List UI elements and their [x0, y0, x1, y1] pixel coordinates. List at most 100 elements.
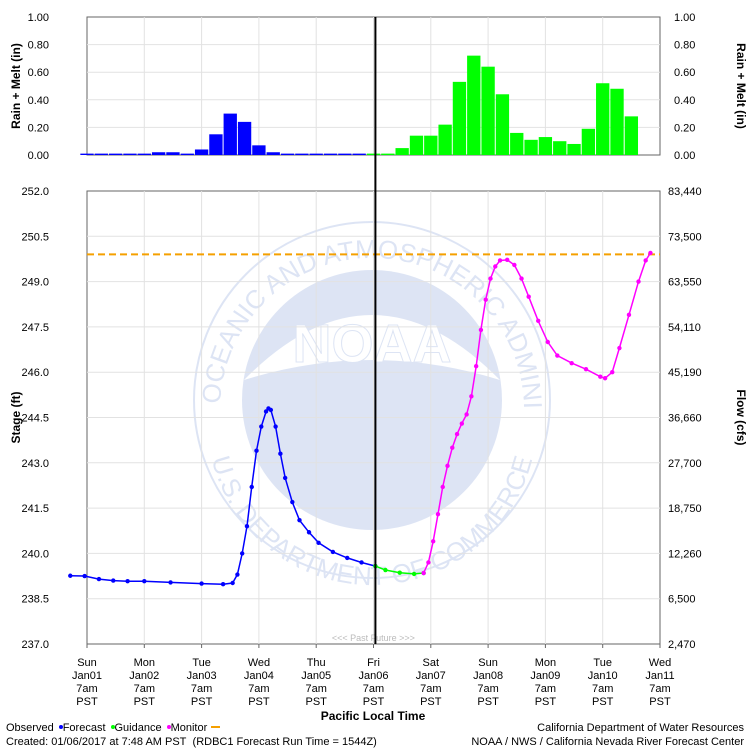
- hydro-ytick-left: 246.0: [21, 367, 49, 379]
- past-future-label: <<< Past Future >>>: [332, 633, 415, 643]
- hydro-ytick-right: 12,260: [668, 548, 702, 560]
- precip-ytick-right: 0.20: [674, 122, 695, 134]
- precip-ytick-right: 0.40: [674, 95, 695, 107]
- hydro-ytick-right: 27,700: [668, 458, 702, 470]
- hydro-ytick-left: 250.5: [21, 231, 49, 243]
- hydro-ytick-left: 252.0: [21, 186, 49, 198]
- precip-ylabel-right: Rain + Melt (in): [734, 43, 748, 129]
- precip-bar-observed: [180, 153, 194, 155]
- precip-bar-forecast: [610, 88, 624, 155]
- hydro-point-monitor: [473, 363, 479, 369]
- hydro-xtick-tz: PST: [248, 696, 270, 708]
- hydro-xtick-time: 7am: [592, 683, 613, 695]
- hydro-point-observed: [330, 549, 336, 555]
- precip-bar-observed: [123, 153, 137, 155]
- hydro-point-observed: [244, 524, 250, 529]
- hydro-point-monitor: [648, 250, 653, 256]
- precip-bar-observed: [309, 153, 323, 155]
- hydro-point-monitor: [626, 312, 632, 318]
- hydro-xtick-time: 7am: [477, 683, 498, 695]
- precip-bar-forecast: [596, 83, 610, 155]
- hydro-point-monitor: [617, 345, 622, 351]
- hydro-point-monitor: [459, 421, 465, 426]
- hydro-ytick-left: 240.0: [21, 548, 49, 560]
- hydro-ytick-left: 237.0: [21, 639, 49, 651]
- hydro-point-observed: [111, 578, 116, 583]
- hydro-point-monitor: [602, 376, 608, 381]
- precip-bar-observed: [295, 153, 309, 155]
- precip-bar-observed: [94, 153, 108, 155]
- hydro-point-observed: [345, 555, 350, 561]
- hydro-xtick-tz: PST: [191, 696, 213, 708]
- hydro-point-monitor: [454, 431, 460, 437]
- precip-ytick-left: 0.60: [28, 67, 49, 79]
- hydro-xtick-time: 7am: [649, 683, 670, 695]
- hydro-point-observed: [263, 409, 269, 414]
- hydro-ylabel-left: Stage (ft): [9, 392, 23, 444]
- hydro-xtick-date: Jan01: [72, 670, 102, 682]
- hydro-point-guidance: [397, 570, 402, 575]
- hydro-point-monitor: [512, 262, 517, 268]
- hydro-xtick-time: 7am: [134, 683, 155, 695]
- hydro-point-monitor: [598, 374, 603, 379]
- hydro-point-observed: [278, 451, 283, 456]
- watermark-logo-text: NOAA: [293, 314, 452, 374]
- agency-line-2: NOAA / NWS / California Nevada River For…: [471, 736, 744, 748]
- precip-ylabel-left: Rain + Melt (in): [9, 43, 23, 129]
- legend-monitor-swatch: [211, 725, 221, 728]
- precip-bar-observed: [352, 153, 366, 155]
- hydro-xtick-day: Sun: [77, 657, 97, 669]
- hydro-point-monitor: [469, 394, 474, 399]
- hydro-point-monitor: [536, 318, 541, 324]
- hydro-xtick-time: 7am: [535, 683, 556, 695]
- hydro-point-observed: [68, 573, 73, 578]
- hydro-point-monitor: [445, 463, 450, 469]
- hydro-xtick-date: Jan08: [473, 670, 503, 682]
- hydro-point-monitor: [430, 539, 436, 544]
- precip-bar-observed: [280, 153, 295, 155]
- precip-panel: 1.00 1.00 0.80 0.80 0.60 0.60 0.40 0.40 0.20 0.20…: [9, 12, 748, 162]
- hydro-point-monitor: [493, 264, 498, 269]
- hydro-ytick-left: 243.0: [21, 458, 49, 470]
- hydro-point-monitor: [450, 445, 455, 450]
- hydro-point-monitor: [497, 258, 503, 263]
- hydro-point-monitor: [435, 511, 441, 517]
- hydro-point-observed: [199, 581, 204, 586]
- hydro-point-monitor: [421, 570, 426, 576]
- hydro-xtick-tz: PST: [649, 696, 671, 708]
- hydro-point-observed: [96, 576, 102, 582]
- hydro-xtick-tz: PST: [305, 696, 327, 708]
- precip-bar-forecast: [524, 139, 538, 155]
- hydro-xtick-date: Jan05: [301, 670, 331, 682]
- hydro-point-observed: [220, 582, 226, 587]
- precip-ytick-left: 0.20: [28, 122, 49, 134]
- precip-bar-observed: [166, 152, 180, 155]
- legend-forecast-label: Forecast: [62, 722, 106, 734]
- hydro-point-guidance: [383, 567, 388, 573]
- legend-observed-label: Observed: [6, 722, 54, 734]
- hydro-xtick-day: Tue: [192, 657, 211, 669]
- hydro-point-monitor: [555, 353, 560, 358]
- hydro-ytick-left: 241.5: [21, 503, 49, 515]
- hydro-xlabel: Pacific Local Time: [321, 709, 426, 723]
- hydro-point-observed: [168, 580, 173, 585]
- watermark-ring: [193, 221, 551, 579]
- hydro-line-observed: [70, 407, 376, 585]
- hydro-point-monitor: [583, 366, 589, 372]
- hydro-xtick-tz: PST: [76, 696, 98, 708]
- hydro-xtick-date: Jan10: [588, 670, 618, 682]
- hydro-point-observed: [290, 499, 295, 505]
- hydro-xtick-day: Fri: [367, 657, 380, 669]
- hydro-xtick-date: Jan07: [416, 670, 446, 682]
- precip-ytick-right: 0.80: [674, 40, 695, 52]
- precip-bar-observed: [338, 153, 352, 155]
- hydro-ytick-right: 83,440: [668, 186, 702, 198]
- hydro-xtick-date: Jan06: [359, 670, 389, 682]
- hydro-xtick-day: Wed: [248, 657, 270, 669]
- hydro-ytick-right: 6,500: [668, 594, 696, 606]
- hydro-point-monitor: [519, 276, 524, 281]
- precip-bar-observed: [323, 153, 338, 155]
- legend: Observed Forecast Guidance Monitor: [6, 722, 221, 734]
- precip-bar-observed: [108, 153, 123, 155]
